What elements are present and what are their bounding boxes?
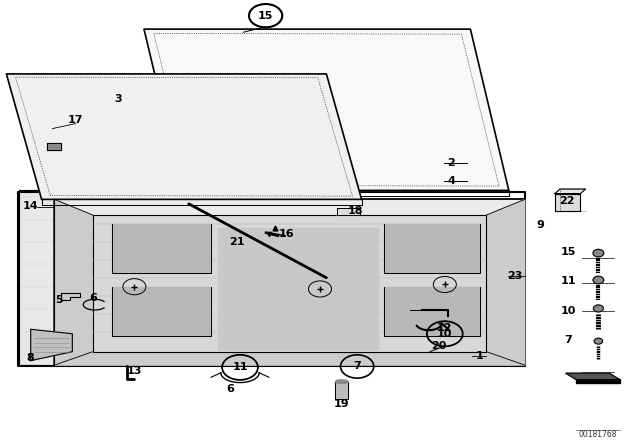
Polygon shape — [112, 287, 211, 336]
Polygon shape — [384, 224, 480, 273]
Polygon shape — [47, 143, 61, 150]
Text: 00181768: 00181768 — [579, 430, 617, 439]
Circle shape — [593, 276, 604, 284]
Text: 19: 19 — [334, 399, 349, 409]
Text: 6: 6 — [89, 293, 97, 303]
Polygon shape — [19, 190, 54, 365]
Text: 3: 3 — [115, 94, 122, 103]
Text: 11: 11 — [561, 276, 576, 286]
Polygon shape — [54, 199, 93, 365]
Text: 12: 12 — [437, 323, 452, 333]
Polygon shape — [54, 199, 525, 365]
Polygon shape — [576, 379, 620, 383]
Text: 15: 15 — [561, 247, 576, 257]
Polygon shape — [555, 194, 580, 211]
Polygon shape — [566, 373, 620, 379]
Text: 10: 10 — [437, 329, 452, 339]
Text: 6: 6 — [227, 384, 234, 394]
Circle shape — [594, 338, 603, 344]
Text: 18: 18 — [348, 207, 363, 216]
Polygon shape — [486, 199, 525, 365]
Text: 20: 20 — [431, 341, 446, 351]
Text: 1: 1 — [476, 351, 484, 361]
Text: 17: 17 — [68, 115, 83, 125]
Polygon shape — [337, 208, 360, 215]
Polygon shape — [384, 287, 480, 336]
Text: 7: 7 — [353, 362, 361, 371]
Text: 5: 5 — [55, 295, 63, 305]
Text: 2: 2 — [447, 158, 455, 168]
Text: 14: 14 — [23, 201, 38, 211]
Text: 7: 7 — [564, 336, 572, 345]
Polygon shape — [31, 329, 72, 361]
Polygon shape — [555, 189, 586, 194]
Polygon shape — [112, 224, 211, 273]
Polygon shape — [54, 352, 525, 365]
Text: 21: 21 — [229, 237, 244, 247]
Text: 13: 13 — [127, 366, 142, 376]
Text: 16: 16 — [279, 229, 294, 239]
Polygon shape — [144, 29, 509, 190]
Circle shape — [593, 305, 604, 312]
Text: 4: 4 — [447, 176, 455, 186]
Circle shape — [593, 250, 604, 257]
Text: 23: 23 — [507, 271, 522, 280]
Polygon shape — [93, 215, 486, 352]
Text: 10: 10 — [561, 306, 576, 316]
Polygon shape — [6, 74, 362, 199]
Ellipse shape — [335, 380, 348, 383]
Text: 15: 15 — [258, 11, 273, 21]
Text: 22: 22 — [559, 196, 574, 206]
Text: 9: 9 — [537, 220, 545, 230]
Text: 11: 11 — [232, 362, 248, 372]
Polygon shape — [218, 228, 378, 349]
Polygon shape — [335, 382, 348, 399]
Text: 8: 8 — [27, 353, 35, 363]
